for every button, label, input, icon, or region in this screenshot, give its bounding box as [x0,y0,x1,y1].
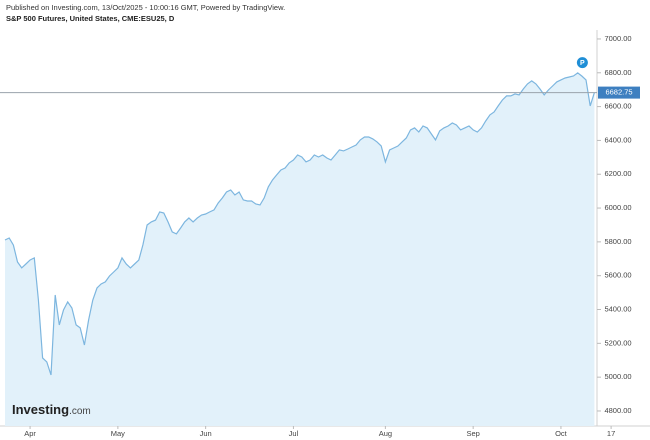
area-fill [5,72,595,427]
x-tick-label: Aug [379,429,392,438]
badge-label: P [580,60,585,67]
chart-title: S&P 500 Futures, United States, CME:ESU2… [6,14,175,23]
x-tick-label: Sep [466,429,479,438]
y-tick-label: 6400.00 [604,135,631,144]
y-tick-label: 5000.00 [604,372,631,381]
y-tick-label: 5200.00 [604,338,631,347]
last-price-box [598,86,640,99]
published-note: Published on Investing.com, 13/Oct/2025 … [6,3,285,12]
y-tick-label: 5800.00 [604,237,631,246]
price-line [4,72,595,376]
logo: Investing.com [12,402,91,417]
y-tick-label: 4800.00 [604,406,631,415]
y-tick-label: 6200.00 [604,169,631,178]
logo-suffix: .com [69,406,91,417]
x-tick-label: Oct [555,429,568,438]
last-price-label: 6682.75 [605,88,632,97]
y-tick-label: 5600.00 [604,271,631,280]
badge [576,57,588,69]
x-tick-label: Jun [200,429,212,438]
x-tick-label: Apr [24,429,36,438]
y-tick-label: 6600.00 [604,102,631,111]
x-tick-label: 17 [607,429,615,438]
y-tick-label: 6800.00 [604,68,631,77]
y-tick-label: 6000.00 [604,203,631,212]
y-tick-label: 7000.00 [604,34,631,43]
y-tick-label: 5400.00 [604,304,631,313]
x-tick-label: Jul [289,429,299,438]
logo-main: Investing [12,402,69,417]
x-tick-label: May [111,429,125,438]
